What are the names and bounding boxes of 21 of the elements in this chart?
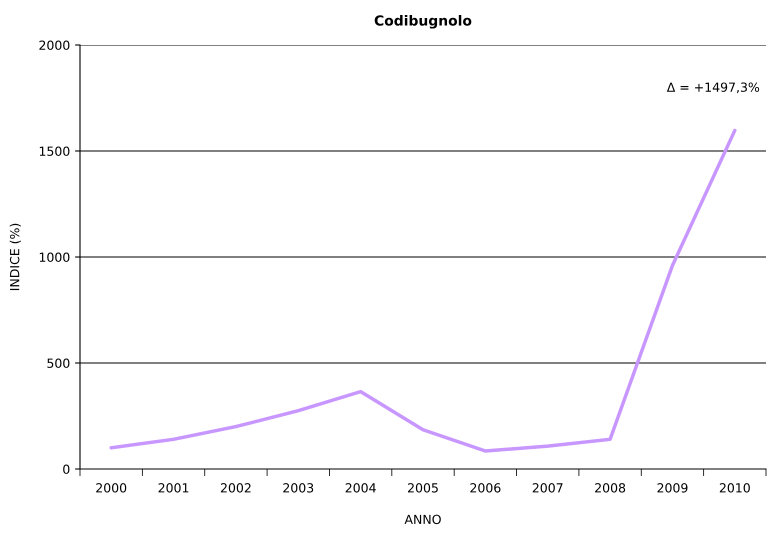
y-axis-title: INDICE (%) — [10, 224, 21, 290]
x-tick-label: 2000 — [96, 483, 126, 493]
y-tick-label: 500 — [47, 358, 70, 368]
y-tick-label: 1500 — [40, 146, 70, 156]
x-axis-title: ANNO — [404, 514, 441, 524]
x-tick-label: 2004 — [346, 483, 376, 493]
x-tick-label: 2008 — [595, 483, 626, 493]
x-tick-label: 2010 — [720, 483, 750, 493]
x-tick-label: 2003 — [283, 483, 314, 493]
x-tick-label: 2005 — [408, 483, 438, 493]
y-tick-label: 0 — [63, 464, 70, 474]
chart-title: Codibugnolo — [374, 15, 472, 29]
annotation: Δ = +1497,3% — [666, 82, 760, 94]
x-tick-label: 2006 — [470, 483, 500, 493]
y-tick-label: 1000 — [40, 252, 70, 262]
x-tick-label: 2007 — [532, 483, 563, 493]
y-tick-label: 2000 — [39, 40, 70, 50]
x-tick-label: 2001 — [158, 483, 188, 493]
x-tick-label: 2002 — [220, 483, 251, 493]
line-series — [109, 128, 737, 453]
x-tick-label: 2009 — [657, 483, 688, 493]
